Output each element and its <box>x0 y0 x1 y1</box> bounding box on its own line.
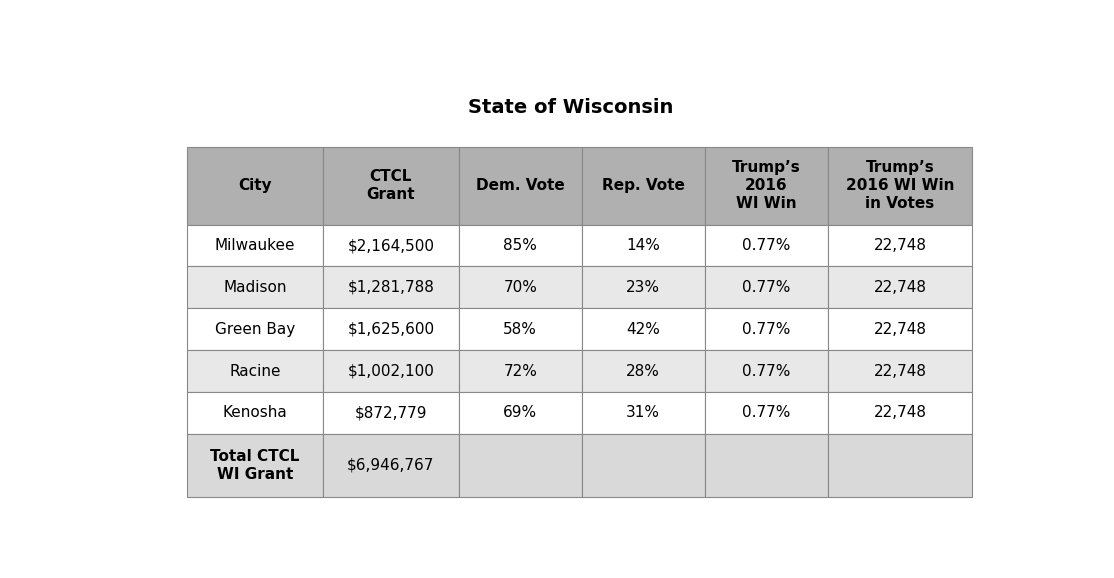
Bar <box>187 350 323 392</box>
Text: $1,625,600: $1,625,600 <box>348 322 434 337</box>
Text: 0.77%: 0.77% <box>742 405 790 420</box>
Text: 42%: 42% <box>626 322 661 337</box>
Text: 22,748: 22,748 <box>873 280 927 295</box>
Text: 23%: 23% <box>626 280 661 295</box>
Text: 22,748: 22,748 <box>873 405 927 420</box>
Bar <box>828 266 973 308</box>
Text: $6,946,767: $6,946,767 <box>348 458 434 473</box>
Bar <box>705 350 828 392</box>
Bar <box>187 266 323 308</box>
Bar <box>323 308 459 350</box>
Bar <box>582 147 705 225</box>
Bar <box>828 308 973 350</box>
Text: $2,164,500: $2,164,500 <box>348 238 434 253</box>
Bar <box>323 225 459 266</box>
Bar <box>187 392 323 434</box>
Text: 70%: 70% <box>504 280 537 295</box>
Bar <box>459 266 582 308</box>
Text: $872,779: $872,779 <box>354 405 427 420</box>
Bar <box>705 266 828 308</box>
Bar <box>323 350 459 392</box>
Text: $1,002,100: $1,002,100 <box>348 364 434 379</box>
Text: Milwaukee: Milwaukee <box>215 238 295 253</box>
Text: Trump’s
2016
WI Win: Trump’s 2016 WI Win <box>732 161 801 212</box>
Bar <box>459 225 582 266</box>
Bar <box>187 147 323 225</box>
Text: State of Wisconsin: State of Wisconsin <box>468 98 674 117</box>
Bar <box>705 308 828 350</box>
Bar <box>459 434 582 497</box>
Text: 0.77%: 0.77% <box>742 364 790 379</box>
Text: 31%: 31% <box>626 405 661 420</box>
Text: 0.77%: 0.77% <box>742 280 790 295</box>
Bar <box>187 434 323 497</box>
Text: 0.77%: 0.77% <box>742 322 790 337</box>
Bar <box>323 266 459 308</box>
Bar <box>582 266 705 308</box>
Bar <box>828 434 973 497</box>
Text: Total CTCL
WI Grant: Total CTCL WI Grant <box>211 449 300 481</box>
Text: 58%: 58% <box>504 322 537 337</box>
Bar <box>323 434 459 497</box>
Bar <box>705 147 828 225</box>
Text: City: City <box>238 179 272 194</box>
Text: 69%: 69% <box>504 405 537 420</box>
Bar <box>828 225 973 266</box>
Text: Madison: Madison <box>223 280 286 295</box>
Text: Racine: Racine <box>229 364 281 379</box>
Bar <box>187 225 323 266</box>
Bar <box>705 434 828 497</box>
Bar <box>582 434 705 497</box>
Bar <box>828 350 973 392</box>
Bar <box>459 392 582 434</box>
Text: 22,748: 22,748 <box>873 364 927 379</box>
Text: Rep. Vote: Rep. Vote <box>602 179 685 194</box>
Bar <box>828 147 973 225</box>
Bar <box>705 225 828 266</box>
Bar <box>705 392 828 434</box>
Bar <box>582 392 705 434</box>
Text: CTCL
Grant: CTCL Grant <box>367 169 416 202</box>
Bar <box>459 308 582 350</box>
Bar <box>582 225 705 266</box>
Bar <box>582 308 705 350</box>
Bar <box>323 147 459 225</box>
Bar <box>582 350 705 392</box>
Text: 72%: 72% <box>504 364 537 379</box>
Bar <box>323 392 459 434</box>
Text: Trump’s
2016 WI Win
in Votes: Trump’s 2016 WI Win in Votes <box>846 161 955 212</box>
Text: 22,748: 22,748 <box>873 322 927 337</box>
Text: 85%: 85% <box>504 238 537 253</box>
Bar <box>459 350 582 392</box>
Text: Kenosha: Kenosha <box>223 405 287 420</box>
Text: 14%: 14% <box>626 238 661 253</box>
Bar <box>828 392 973 434</box>
Text: $1,281,788: $1,281,788 <box>348 280 434 295</box>
Text: 0.77%: 0.77% <box>742 238 790 253</box>
Text: 28%: 28% <box>626 364 661 379</box>
Bar <box>459 147 582 225</box>
Text: 22,748: 22,748 <box>873 238 927 253</box>
Text: Dem. Vote: Dem. Vote <box>476 179 565 194</box>
Text: Green Bay: Green Bay <box>215 322 295 337</box>
Bar <box>187 308 323 350</box>
